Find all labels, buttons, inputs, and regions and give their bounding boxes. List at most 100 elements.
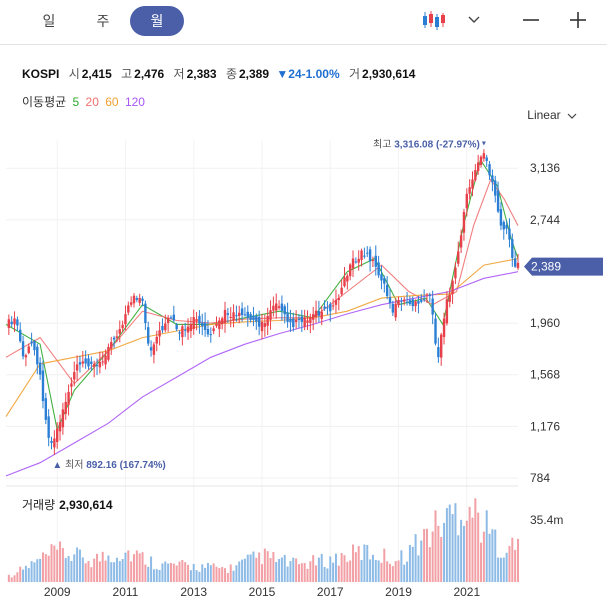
volume-bar — [144, 564, 147, 582]
candle-body — [44, 398, 48, 420]
candle-body — [445, 299, 449, 324]
volume-bar — [133, 554, 135, 582]
candle-body — [56, 428, 59, 443]
candle-body — [235, 315, 238, 317]
volume-bar — [468, 506, 471, 582]
tab-weekly[interactable]: 주 — [96, 13, 110, 29]
candle-body — [223, 309, 227, 324]
volume-bar — [16, 572, 19, 582]
candle-body — [431, 298, 434, 315]
candle-body — [124, 314, 127, 325]
volume-bar — [229, 564, 232, 582]
candle-body — [138, 297, 141, 303]
candle-body — [189, 323, 193, 331]
candle-body — [184, 329, 187, 331]
candle-body — [371, 260, 375, 262]
candle-body — [348, 264, 352, 277]
volume-bar — [497, 557, 500, 582]
ma-60-label[interactable]: 60 — [105, 95, 119, 109]
change-percent: -1.00% — [301, 67, 340, 81]
candle-body — [482, 153, 486, 159]
x-tick-label: 2011 — [113, 585, 139, 599]
volume-bar — [295, 558, 298, 582]
volume-bar — [451, 514, 454, 582]
candle-body — [115, 336, 119, 339]
high-value: 2,476 — [134, 67, 165, 81]
candle-body — [198, 315, 201, 324]
volume-bar — [93, 558, 96, 582]
volume-bar — [150, 556, 153, 582]
volume-bar — [272, 551, 275, 582]
candle-body — [485, 157, 488, 161]
volume-bar — [263, 548, 266, 582]
candle-body — [27, 346, 30, 353]
candle-body — [229, 316, 232, 318]
candle-body — [465, 193, 468, 209]
volume-bar — [283, 554, 286, 582]
chevron-down-icon — [567, 113, 577, 119]
volume-bar — [209, 565, 212, 582]
open-label: 시 — [68, 67, 80, 81]
volume-bar — [423, 529, 426, 582]
candle-body — [10, 321, 13, 325]
candle-body — [13, 318, 16, 325]
ma-120-label[interactable]: 120 — [124, 95, 145, 109]
plus-icon[interactable] — [563, 4, 593, 36]
x-tick-label: 2009 — [44, 585, 71, 599]
volume-bar — [491, 529, 494, 582]
volume-bar — [289, 561, 292, 582]
candle-body — [92, 363, 96, 367]
volume-bar — [499, 557, 502, 582]
volume-bar — [334, 553, 337, 582]
index-name: KOSPI — [22, 67, 60, 81]
scale-label: Linear — [527, 108, 561, 122]
volume-bar — [428, 547, 431, 582]
current-price-label: 2,389 — [531, 260, 561, 274]
volume-bar — [286, 566, 289, 582]
ma-5-label[interactable]: 5 — [72, 95, 80, 109]
volume-bar — [30, 561, 33, 582]
scale-selector[interactable]: Linear — [527, 108, 577, 122]
candle-body — [303, 317, 306, 328]
volume-bar — [462, 525, 465, 582]
candle-body — [272, 305, 275, 311]
x-tick-label: 2017 — [317, 585, 344, 599]
volume-bar — [147, 566, 150, 582]
volume-bar — [152, 569, 155, 582]
volume-bar — [477, 512, 480, 582]
candle-body — [33, 341, 36, 351]
volume-bar — [391, 566, 394, 582]
volume-bar — [98, 561, 101, 582]
volume-bar — [7, 574, 10, 582]
chevron-down-icon[interactable] — [462, 4, 486, 36]
candle-body — [118, 329, 121, 334]
candle-body — [306, 320, 309, 323]
volume-bar — [261, 564, 263, 582]
candle-body — [275, 303, 278, 311]
candle-body — [158, 330, 161, 337]
candle-body — [232, 312, 235, 321]
candle-body — [476, 162, 480, 172]
volume-bar — [53, 545, 56, 582]
volume-bar — [434, 510, 437, 582]
volume-bar — [374, 559, 377, 582]
x-tick-label: 2013 — [180, 585, 207, 599]
volume-bar — [124, 552, 127, 582]
volume-bar — [141, 552, 144, 582]
tab-daily[interactable]: 일 — [42, 13, 56, 29]
volume-bar — [41, 552, 44, 582]
candle-body — [243, 314, 247, 316]
minus-icon[interactable] — [516, 4, 546, 36]
candle-body — [255, 316, 258, 322]
tab-monthly[interactable]: 월 — [130, 6, 184, 36]
volume-bar — [204, 567, 207, 582]
candle-body — [121, 324, 124, 329]
candle-body — [218, 320, 221, 329]
ma-20-label[interactable]: 20 — [85, 95, 99, 109]
candle-body — [90, 361, 93, 365]
volume-bar — [175, 565, 178, 582]
volume-bar — [383, 548, 386, 582]
candlestick-icon[interactable] — [418, 4, 450, 36]
volume-bar — [485, 510, 488, 582]
